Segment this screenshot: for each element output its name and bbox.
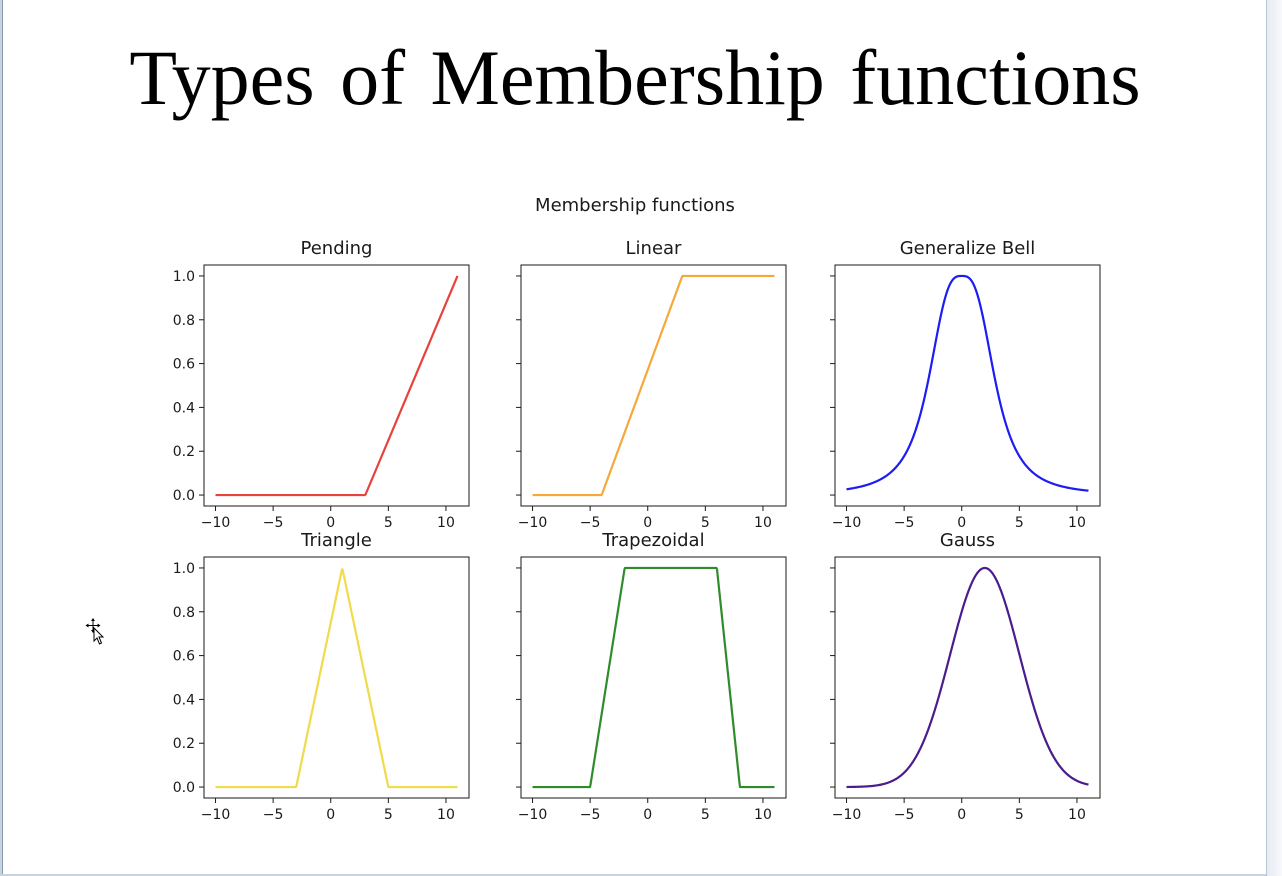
x-tick-label: −5 xyxy=(894,515,915,531)
subplot-gauss: Gauss −10 −5 0 5 10 xyxy=(830,530,1101,823)
x-tick-label: 5 xyxy=(1015,515,1024,531)
subplot-pending: Pending −10 −5 0 5 10 0.0 0.2 0.4 0.6 0.8 1.0 xyxy=(173,238,470,531)
x-tick-label: −5 xyxy=(580,515,601,531)
figure-suptitle: Membership functions xyxy=(535,195,735,216)
x-tick-label: 5 xyxy=(1015,807,1024,823)
subplot-title: Linear xyxy=(626,238,683,259)
x-tick-label: 5 xyxy=(384,515,393,531)
x-tick-label: 10 xyxy=(437,515,455,531)
x-tick-label: −10 xyxy=(201,807,231,823)
x-tick-label: −5 xyxy=(894,807,915,823)
y-tick-label: 1.0 xyxy=(173,561,195,577)
x-tick-label: 10 xyxy=(1068,807,1086,823)
subplot-title: Gauss xyxy=(940,530,995,551)
y-tick-label: 0.0 xyxy=(173,780,195,796)
x-tick-label: 5 xyxy=(384,807,393,823)
subplot-trapezoidal: Trapezoidal −10 −5 0 5 10 xyxy=(516,530,787,823)
x-tick-label: 0 xyxy=(643,515,652,531)
x-tick-label: −10 xyxy=(518,515,548,531)
subplot-generalize-bell: Generalize Bell −10 −5 0 5 10 xyxy=(830,238,1101,531)
x-tick-label: −10 xyxy=(518,807,548,823)
series-line xyxy=(215,568,458,789)
series-line xyxy=(532,566,775,789)
y-tick-label: 0.4 xyxy=(173,400,195,416)
y-tick-label: 0.4 xyxy=(173,692,195,708)
x-tick-label: 10 xyxy=(437,807,455,823)
y-tick-label: 0.8 xyxy=(173,605,195,621)
series-line xyxy=(846,274,1089,492)
y-tick-label: 1.0 xyxy=(173,269,195,285)
x-tick-label: −10 xyxy=(832,515,862,531)
subplot-triangle: Triangle −10 −5 0 5 10 0.0 0.2 0.4 0.6 0.8 1.0 xyxy=(173,530,470,823)
subplot-title: Pending xyxy=(301,238,373,259)
x-tick-label: 0 xyxy=(326,807,335,823)
x-tick-label: 5 xyxy=(701,515,710,531)
x-tick-label: 10 xyxy=(754,515,772,531)
slide-title: Types of Membership functions xyxy=(129,34,1141,121)
subplot-title: Trapezoidal xyxy=(601,530,704,551)
x-tick-label: 10 xyxy=(1068,515,1086,531)
axes-frame xyxy=(203,264,470,507)
y-tick-label: 0.6 xyxy=(173,649,195,665)
y-tick-label: 0.2 xyxy=(173,736,195,752)
x-tick-label: 10 xyxy=(754,807,772,823)
membership-chart-svg: Membership functions Pending −10 −5 0 5 10 0.0… xyxy=(173,195,1101,823)
subplot-linear: Linear −10 −5 0 5 10 xyxy=(516,238,787,531)
y-tick-label: 0.2 xyxy=(173,444,195,460)
subplot-title: Generalize Bell xyxy=(900,238,1036,259)
x-tick-label: −10 xyxy=(201,515,231,531)
y-tick-label: 0.0 xyxy=(173,488,195,504)
x-tick-label: 0 xyxy=(957,807,966,823)
y-tick-label: 0.8 xyxy=(173,313,195,329)
axes-frame xyxy=(520,264,787,507)
axes-frame xyxy=(203,556,470,799)
x-tick-label: 5 xyxy=(701,807,710,823)
series-line xyxy=(215,275,459,497)
x-tick-label: 0 xyxy=(957,515,966,531)
x-tick-label: −5 xyxy=(263,807,284,823)
subplot-title: Triangle xyxy=(300,530,372,551)
x-tick-label: 0 xyxy=(643,807,652,823)
series-line xyxy=(532,274,775,497)
series-line xyxy=(846,566,1089,789)
move-cursor-icon xyxy=(83,616,107,646)
axes-frame xyxy=(834,264,1101,507)
y-tick-label: 0.6 xyxy=(173,357,195,373)
x-tick-label: −5 xyxy=(580,807,601,823)
window-edge xyxy=(1266,0,1282,876)
x-tick-label: 0 xyxy=(326,515,335,531)
axes-frame xyxy=(834,556,1101,799)
axes-frame xyxy=(520,556,787,799)
x-tick-label: −5 xyxy=(263,515,284,531)
membership-figure: Membership functions Pending −10 −5 0 5 10 0.0… xyxy=(3,0,1267,874)
x-tick-label: −10 xyxy=(832,807,862,823)
